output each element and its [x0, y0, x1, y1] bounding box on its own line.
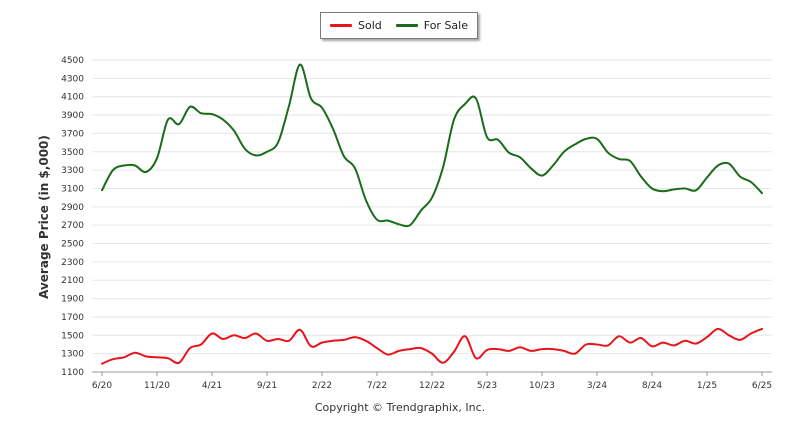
x-tick-label: 8/24 — [642, 381, 662, 391]
y-tick-label: 4100 — [61, 93, 84, 103]
x-tick-label: 9/21 — [257, 381, 277, 391]
y-tick-label: 2500 — [61, 240, 84, 250]
legend-item-for-sale[interactable]: For Sale — [395, 19, 468, 32]
y-tick-label: 1700 — [61, 313, 84, 323]
x-axis-ticks: 6/20 11/20 4/21 9/21 2/22 7/22 12/22 5/23 10/23 3… — [92, 372, 772, 391]
y-tick-label: 2100 — [61, 276, 84, 286]
legend-item-sold[interactable]: Sold — [330, 19, 382, 32]
x-tick-label: 11/20 — [144, 381, 170, 391]
y-axis-label: Average Price (in $,000) — [37, 135, 51, 299]
y-tick-label: 4300 — [61, 74, 84, 84]
x-tick-label: 4/21 — [202, 381, 222, 391]
x-tick-label: 6/25 — [752, 381, 772, 391]
sold-series-line — [101, 327, 763, 365]
y-tick-label: 4500 — [61, 56, 84, 66]
y-tick-label: 1900 — [61, 295, 84, 305]
y-tick-label: 1100 — [61, 368, 84, 378]
y-tick-label: 2900 — [61, 203, 84, 213]
legend: Sold For Sale — [320, 12, 478, 39]
sold-swatch-icon — [330, 24, 352, 27]
series — [101, 63, 763, 365]
x-tick-label: 2/22 — [312, 381, 332, 391]
y-tick-label: 1500 — [61, 331, 84, 341]
x-tick-label: 12/22 — [419, 381, 445, 391]
y-tick-label: 1300 — [61, 350, 84, 360]
x-tick-label: 6/20 — [92, 381, 112, 391]
x-tick-label: 10/23 — [529, 381, 555, 391]
x-tick-label: 7/22 — [367, 381, 387, 391]
x-tick-label: 1/25 — [697, 381, 717, 391]
x-tick-label: 3/24 — [587, 381, 607, 391]
y-tick-label: 2700 — [61, 221, 84, 231]
legend-label-sold: Sold — [358, 19, 382, 32]
x-tick-label: 5/23 — [477, 381, 497, 391]
for-sale-swatch-icon — [395, 24, 418, 27]
gridlines — [92, 59, 772, 355]
y-axis-ticks: 1100 1300 1500 1700 1900 2100 2300 2500 2700 2900… — [61, 56, 84, 378]
for-sale-series-line — [101, 63, 763, 228]
y-tick-label: 3700 — [61, 129, 84, 139]
y-tick-label: 3900 — [61, 111, 84, 121]
y-tick-label: 2300 — [61, 258, 84, 268]
copyright-text: Copyright © Trendgraphix, Inc. — [314, 401, 486, 414]
y-tick-label: 3300 — [61, 166, 84, 176]
y-tick-label: 3100 — [61, 184, 84, 194]
y-tick-label: 3500 — [61, 148, 84, 158]
legend-label-for-sale: For Sale — [423, 19, 468, 32]
